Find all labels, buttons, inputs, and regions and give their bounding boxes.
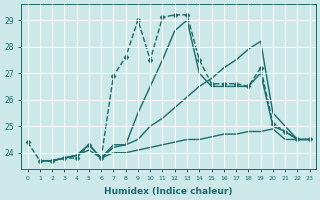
X-axis label: Humidex (Indice chaleur): Humidex (Indice chaleur) <box>104 187 233 196</box>
